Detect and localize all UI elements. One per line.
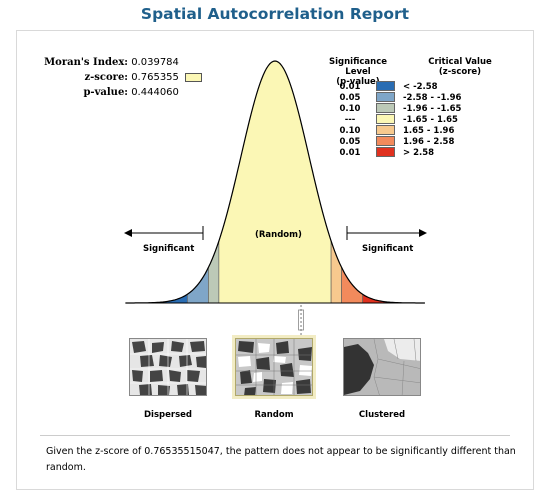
legend-sig-header-2: (p-value) bbox=[336, 77, 380, 87]
legend-critical-header: Critical Value (z-score) bbox=[425, 57, 495, 77]
legend-swatch bbox=[376, 147, 395, 157]
z-score-value: 0.765355 bbox=[131, 72, 179, 83]
legend-swatch bbox=[376, 125, 395, 135]
legend-row: 0.01 > 2.58 bbox=[330, 147, 461, 158]
morans-index-row: Moran's Index: 0.039784 bbox=[38, 55, 202, 70]
p-value-label: p-value: bbox=[83, 87, 128, 98]
legend-row: --- -1.65 - 1.65 bbox=[330, 114, 461, 125]
random-map-icon bbox=[236, 339, 312, 395]
legend-sig-header-1: Significance Level bbox=[328, 57, 387, 77]
report-title: Spatial Autocorrelation Report bbox=[140, 5, 410, 23]
z-score-label: z-score: bbox=[84, 72, 128, 83]
legend-p: 0.10 bbox=[339, 103, 361, 114]
legend-row: 0.10 1.65 - 1.96 bbox=[330, 125, 461, 136]
curve-band bbox=[330, 240, 342, 304]
legend-row: 0.01 < -2.58 bbox=[330, 81, 461, 92]
normal-curve-graphic bbox=[124, 60, 427, 336]
legend-row: 0.10 -1.96 - -1.65 bbox=[330, 103, 461, 114]
morans-index-value: 0.039784 bbox=[131, 57, 179, 68]
legend-swatch bbox=[376, 92, 395, 102]
legend-swatch bbox=[376, 103, 395, 113]
legend-p: 0.05 bbox=[339, 136, 361, 147]
legend-cv: 1.65 - 1.96 bbox=[403, 125, 455, 136]
legend-cv: -2.58 - -1.96 bbox=[403, 92, 462, 103]
legend-cv: -1.65 - 1.65 bbox=[403, 114, 458, 125]
curve-band bbox=[208, 240, 220, 304]
legend-cv-header-2: (z-score) bbox=[438, 67, 482, 77]
stats-panel: Moran's Index: 0.039784 z-score: 0.76535… bbox=[38, 55, 203, 100]
bell-curve-outline bbox=[125, 60, 425, 304]
legend-swatch bbox=[376, 81, 395, 91]
legend-p: 0.05 bbox=[339, 92, 361, 103]
clustered-caption: Clustered bbox=[358, 410, 406, 420]
legend-cv: < -2.58 bbox=[403, 81, 438, 92]
z-score-swatch bbox=[185, 72, 203, 82]
clustered-pattern-thumbnail bbox=[343, 338, 421, 396]
dispersed-map-icon bbox=[130, 339, 206, 395]
right-arrowhead-icon bbox=[419, 229, 427, 237]
legend-swatch bbox=[376, 114, 395, 124]
legend-swatch bbox=[376, 136, 395, 146]
random-label: (Random) bbox=[255, 230, 302, 240]
legend-table: 0.01 < -2.58 0.05 -2.58 - -1.96 0.10 -1.96 … bbox=[330, 81, 461, 158]
random-caption: Random bbox=[254, 410, 294, 420]
legend-cv: 1.96 - 2.58 bbox=[403, 136, 455, 147]
summary-text: Given the z-score of 0.76535515047, the … bbox=[46, 446, 516, 473]
clustered-map-icon bbox=[344, 339, 420, 395]
random-pattern-thumbnail bbox=[235, 338, 313, 396]
dispersed-caption: Dispersed bbox=[144, 410, 192, 420]
left-arrowhead-icon bbox=[124, 229, 132, 237]
curve-band bbox=[218, 60, 332, 304]
morans-index-label: Moran's Index: bbox=[44, 57, 128, 68]
report-frame bbox=[16, 30, 534, 490]
dispersed-pattern-thumbnail bbox=[129, 338, 207, 396]
legend-p: 0.10 bbox=[339, 125, 361, 136]
z-score-marker-box bbox=[298, 309, 304, 331]
legend-significance-header: Significance Level (p-value) bbox=[318, 57, 398, 87]
right-significant-label: Significant bbox=[362, 244, 414, 254]
legend-row: 0.05 -2.58 - -1.96 bbox=[330, 92, 461, 103]
p-value-row: p-value: 0.444060 bbox=[38, 85, 202, 100]
legend-row: 0.05 1.96 - 2.58 bbox=[330, 136, 461, 147]
z-score-row: z-score: 0.765355 bbox=[38, 70, 203, 85]
legend-cv: > 2.58 bbox=[403, 147, 435, 158]
significance-bands bbox=[125, 60, 425, 304]
legend-p: --- bbox=[344, 114, 356, 125]
left-significant-label: Significant bbox=[143, 244, 195, 254]
legend-p: 0.01 bbox=[339, 81, 361, 92]
legend-cv: -1.96 - -1.65 bbox=[403, 103, 462, 114]
legend-p: 0.01 bbox=[339, 147, 361, 158]
p-value-value: 0.444060 bbox=[131, 87, 179, 98]
summary-divider bbox=[40, 435, 510, 436]
legend-cv-header-1: Critical Value bbox=[428, 57, 492, 67]
